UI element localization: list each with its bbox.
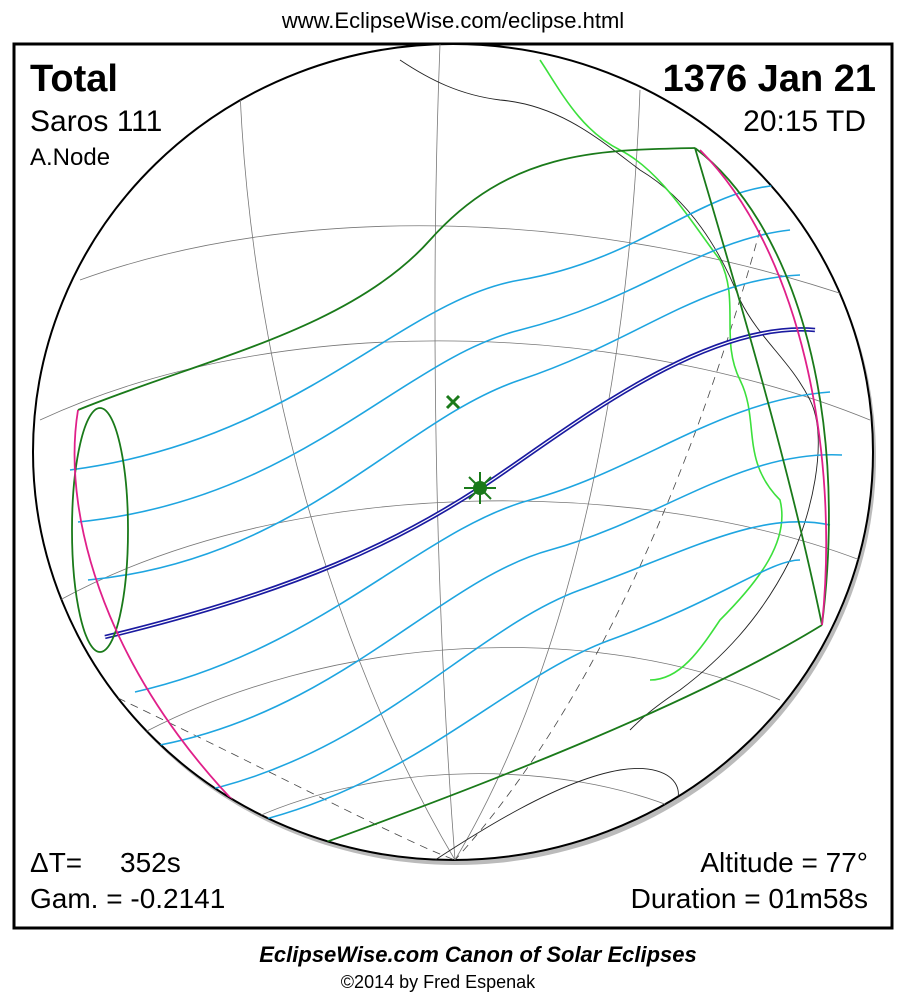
saros: Saros 111 xyxy=(30,105,162,138)
eclipse-time: 20:15 TD xyxy=(743,105,866,138)
delta-t: 352s xyxy=(120,847,181,878)
eclipse-type: Total xyxy=(30,58,118,100)
node: A.Node xyxy=(30,144,110,171)
gamma: Gam. = -0.2141 xyxy=(30,883,225,914)
header-url: www.EclipseWise.com/eclipse.html xyxy=(281,8,624,33)
duration: Duration = 01m58s xyxy=(631,883,868,914)
footer-credit: ©2014 by Fred Espenak xyxy=(341,972,536,992)
altitude: Altitude = 77° xyxy=(700,847,868,878)
markers xyxy=(445,394,496,504)
delta-t-label: ΔT= xyxy=(30,847,82,878)
eclipse-date: 1376 Jan 21 xyxy=(663,58,876,100)
graticule xyxy=(39,44,871,860)
footer-title: EclipseWise.com Canon of Solar Eclipses xyxy=(259,942,697,967)
